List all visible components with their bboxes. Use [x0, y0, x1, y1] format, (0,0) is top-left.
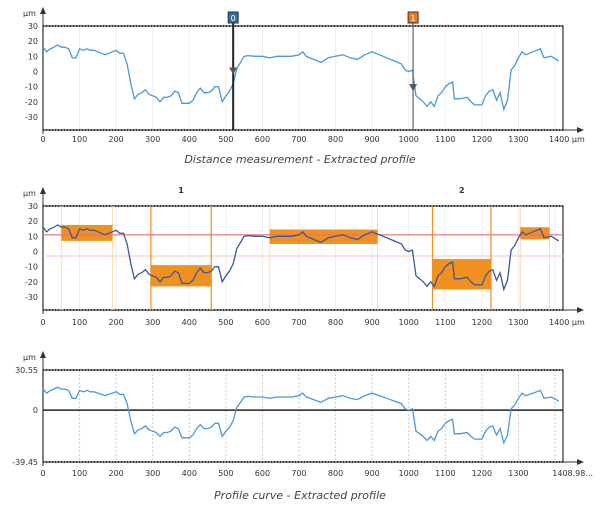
y-tick-label: 10: [28, 52, 38, 61]
y-tick-label: -30: [25, 293, 38, 302]
x-tick-label: 1200: [472, 135, 492, 144]
x-tick-label: 700: [291, 469, 306, 478]
x-tick-label: 600: [255, 469, 270, 478]
x-tick-label: 700: [291, 318, 306, 327]
profile-line: [42, 386, 560, 445]
x-tick-label: 1300: [508, 318, 528, 327]
x-tick-label: 0: [40, 469, 45, 478]
x-tick-label: 1400 µm: [549, 318, 585, 327]
plot-frame: [42, 205, 564, 311]
x-tick-label: 100: [72, 469, 87, 478]
x-tick-label: 100: [72, 318, 87, 327]
y-tick-label: -39.45: [12, 458, 38, 467]
x-axis-arrow-icon: [577, 127, 584, 133]
x-tick-label: 600: [255, 135, 270, 144]
x-axis-arrow-icon: [577, 459, 584, 465]
x-tick-label: 700: [291, 135, 306, 144]
x-tick-label: 400: [182, 469, 197, 478]
region-1: [61, 224, 113, 241]
cursor-marker-icon: [229, 67, 238, 75]
x-tick-label: 1000: [399, 135, 419, 144]
x-tick-label: 1400 µm: [549, 135, 585, 144]
region-3: [269, 229, 378, 244]
region-2: [150, 265, 212, 287]
x-tick-label: 1000: [399, 318, 419, 327]
x-tick-label: 800: [328, 469, 343, 478]
x-tick-label: 1200: [472, 318, 492, 327]
x-tick-label: 200: [109, 469, 124, 478]
profile-line: [42, 44, 560, 112]
x-tick-label: 300: [145, 135, 160, 144]
x-tick-label: 500: [218, 469, 233, 478]
cursor-label: 1: [411, 14, 416, 23]
x-tick-label: 1300: [508, 469, 528, 478]
y-tick-label: -20: [25, 278, 38, 287]
y-axis-arrow-icon: [40, 351, 46, 358]
y-axis-unit: µm: [23, 353, 36, 362]
chart-caption: Distance measurement - Extracted profile: [184, 153, 416, 166]
cursor-handle-1[interactable]: [407, 11, 419, 24]
x-tick-label: 500: [218, 318, 233, 327]
y-tick-label: 30: [28, 202, 38, 211]
x-tick-label: 900: [365, 135, 380, 144]
y-axis-arrow-icon: [40, 187, 46, 194]
y-tick-label: -30: [25, 113, 38, 122]
x-tick-label: 1100: [435, 469, 455, 478]
y-axis-arrow-icon: [40, 7, 46, 14]
x-tick-label: 400: [182, 318, 197, 327]
x-tick-label: 0: [40, 318, 45, 327]
x-axis-arrow-icon: [577, 307, 584, 313]
x-tick-label: 1100: [435, 318, 455, 327]
x-tick-label: 400: [182, 135, 197, 144]
region-5: [520, 227, 550, 240]
y-tick-label: 0: [33, 248, 38, 257]
pair-label-2: 2: [459, 186, 465, 195]
x-tick-label: 1200: [472, 469, 492, 478]
x-tick-label: 500: [218, 135, 233, 144]
chart-caption: Profile curve - Extracted profile: [214, 489, 386, 502]
x-tick-label: 1300: [508, 135, 528, 144]
x-tick-label: 300: [145, 318, 160, 327]
y-axis-unit: µm: [23, 9, 36, 18]
x-tick-label: 800: [328, 318, 343, 327]
x-tick-label: 800: [328, 135, 343, 144]
x-tick-label: 900: [365, 318, 380, 327]
y-tick-label: 0: [33, 406, 38, 415]
y-tick-label: -10: [25, 83, 38, 92]
y-tick-label: 10: [28, 232, 38, 241]
y-tick-label: 30: [28, 22, 38, 31]
plot-frame: [42, 25, 564, 131]
x-tick-label: 1408.98...: [552, 469, 593, 478]
x-tick-label: 600: [255, 318, 270, 327]
x-tick-label: 0: [40, 135, 45, 144]
y-tick-label: 20: [28, 217, 38, 226]
pair-label-1: 1: [178, 186, 184, 195]
cursor-marker-icon: [409, 84, 418, 92]
x-tick-label: 900: [365, 469, 380, 478]
y-tick-label: 0: [33, 68, 38, 77]
plot-frame: [42, 369, 564, 463]
x-tick-label: 200: [109, 318, 124, 327]
x-tick-label: 1000: [399, 469, 419, 478]
cursor-label: 0: [231, 14, 236, 23]
y-axis-unit: µm: [23, 189, 36, 198]
x-tick-label: 1100: [435, 135, 455, 144]
y-tick-label: 20: [28, 37, 38, 46]
y-tick-label: 30.55: [15, 366, 38, 375]
profile-line: [42, 224, 560, 292]
cursor-handle-0[interactable]: [227, 11, 239, 24]
x-tick-label: 200: [109, 135, 124, 144]
y-tick-label: -20: [25, 98, 38, 107]
x-tick-label: 300: [145, 469, 160, 478]
x-tick-label: 100: [72, 135, 87, 144]
y-tick-label: -10: [25, 263, 38, 272]
